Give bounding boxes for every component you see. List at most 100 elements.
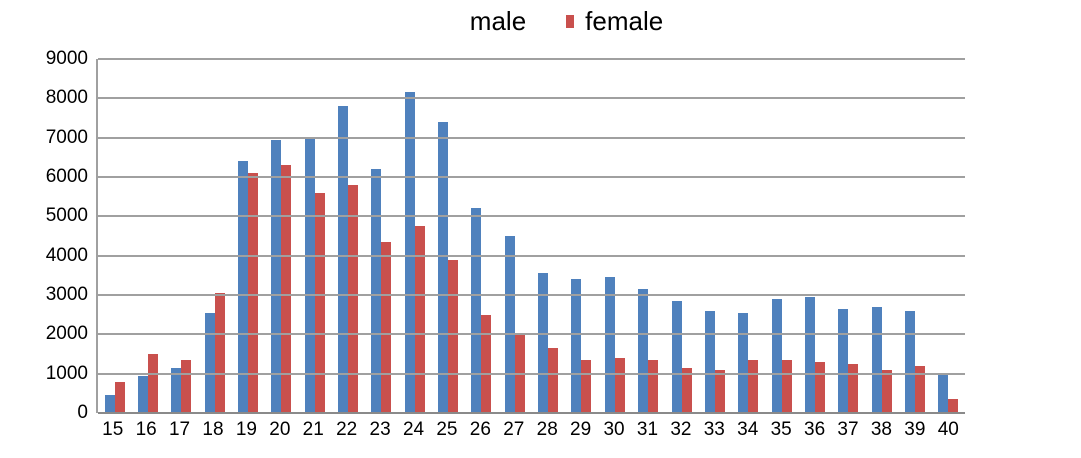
x-axis-label-21: 21 [302,419,324,440]
x-axis-label-35: 35 [770,419,792,440]
bar-male-39 [904,310,915,413]
bar-male-27 [504,236,515,413]
x-axis-label-40: 40 [937,419,959,440]
x-axis-label-24: 24 [402,419,425,440]
bar-male-31 [638,289,649,413]
bar-group-33 [698,59,731,413]
bar-male-35 [771,298,782,413]
legend-label-male: male [469,6,527,36]
x-axis-label-27: 27 [503,419,525,440]
bar-female-17 [181,359,192,413]
bar-female-16 [148,354,159,413]
x-axis-label-23: 23 [369,419,391,440]
y-gridline-1000 [98,372,965,375]
bar-female-32 [681,367,692,413]
y-gridline-7000 [98,136,965,139]
bar-male-34 [738,312,749,413]
bar-female-22 [348,184,359,413]
bar-male-36 [804,296,815,413]
x-axis-label-22: 22 [336,419,358,440]
y-axis-label-9000: 9000 [45,48,88,69]
bar-group-34 [732,59,765,413]
bar-group-30 [598,59,631,413]
y-axis-label-2000: 2000 [45,323,88,345]
y-gridline-2000 [98,333,965,336]
x-axis: 15 16 17 18 19 20 21 22 23 24 25 26 27 28 29 30 31 32 33 34… [96,419,965,441]
bar-group-25 [431,59,464,413]
x-axis-label-18: 18 [202,419,224,440]
x-axis-label-28: 28 [536,419,558,440]
x-axis-line [98,412,965,414]
bar-female-25 [448,259,459,413]
bar-group-31 [632,59,665,413]
plot-area [96,58,965,414]
bar-group-16 [131,59,164,413]
bar-male-38 [871,306,882,413]
bar-group-24 [398,59,431,413]
x-axis-label-39: 39 [904,419,926,440]
bar-male-16 [138,375,149,413]
y-axis-label-3000: 3000 [45,284,88,305]
bar-female-31 [648,359,659,413]
legend-item-female: female [566,6,663,37]
bar-female-23 [381,241,392,413]
y-axis-label-4000: 4000 [45,244,88,266]
bar-male-19 [238,161,249,413]
bar-group-27 [498,59,531,413]
bar-male-20 [271,139,282,413]
x-axis-label-15: 15 [102,419,124,440]
y-gridline-9000 [98,58,965,60]
y-axis-label-7000: 7000 [45,126,88,148]
x-axis-label-34: 34 [737,419,759,440]
bar-group-17 [165,59,198,413]
bar-male-22 [338,106,349,413]
bar-male-23 [371,169,382,413]
bar-group-29 [565,59,598,413]
bar-male-29 [571,279,582,413]
y-gridline-6000 [98,176,965,179]
legend-label-female: female [585,6,664,36]
x-axis-label-26: 26 [469,419,491,440]
y-gridline-8000 [98,97,965,100]
y-axis-label-6000: 6000 [45,166,88,187]
bar-group-22 [331,59,364,413]
x-axis-label-19: 19 [235,419,257,440]
bar-group-39 [898,59,931,413]
bar-female-18 [214,293,225,413]
x-axis-label-30: 30 [603,419,625,440]
bar-female-35 [781,359,792,413]
bar-female-34 [748,359,759,413]
bar-group-36 [798,59,831,413]
bar-group-35 [765,59,798,413]
bar-female-15 [114,381,125,413]
bar-female-38 [881,369,892,413]
bar-male-17 [171,367,182,413]
bar-group-32 [665,59,698,413]
y-gridline-4000 [98,254,965,257]
female-series-marker-icon [566,15,575,28]
x-axis-label-36: 36 [804,419,826,440]
bar-female-37 [848,363,859,413]
bar-female-39 [914,365,925,413]
x-axis-label-32: 32 [670,419,692,440]
y-gridline-3000 [98,294,965,297]
y-axis-label-0: 0 [77,402,88,423]
bars-container [98,59,965,413]
bar-male-32 [671,300,682,413]
bar-group-15 [98,59,131,413]
bar-female-33 [714,369,725,413]
bar-male-25 [438,121,449,413]
x-axis-label-37: 37 [837,419,859,440]
bar-male-28 [538,273,549,413]
bar-male-18 [204,312,215,413]
y-axis-label-1000: 1000 [45,362,88,384]
y-axis-label-5000: 5000 [45,205,88,227]
bar-female-20 [281,165,292,413]
bar-group-19 [231,59,264,413]
bar-male-37 [838,308,849,413]
bar-female-24 [414,226,425,413]
bar-male-33 [704,310,715,413]
x-axis-label-38: 38 [870,419,892,440]
bar-female-36 [814,361,825,413]
